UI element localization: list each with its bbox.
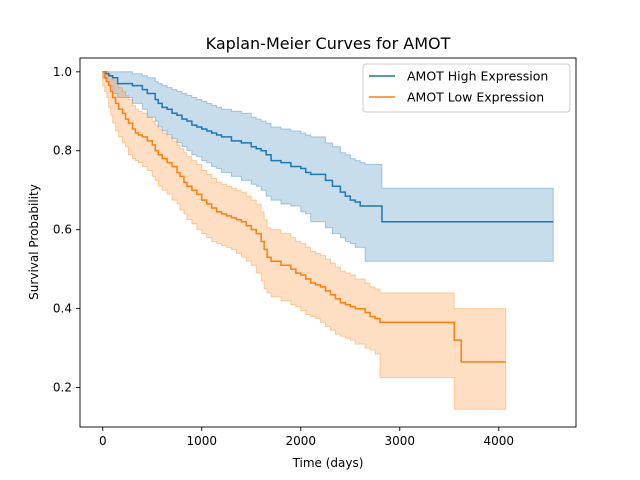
x-tick-label: 0 — [99, 434, 107, 448]
x-tick-label: 2000 — [286, 434, 317, 448]
axes-frame — [79, 57, 577, 428]
y-tick-label: 1.0 — [53, 65, 72, 79]
x-tick-label: 4000 — [484, 434, 515, 448]
y-axis-label: Survival Probability — [27, 184, 41, 300]
x-tick-label: 1000 — [186, 434, 217, 448]
survival-curve-1 — [102, 71, 506, 363]
x-tick-label: 3000 — [385, 434, 416, 448]
confidence-band-0 — [102, 71, 554, 262]
y-tick-label: 0.2 — [53, 381, 72, 395]
confidence-band-1 — [102, 71, 507, 410]
legend-label-1: AMOT Low Expression — [407, 90, 544, 105]
axes: 0 1000 2000 3000 4000 0.2 0.4 0.6 0.8 1.0 — [53, 57, 577, 448]
y-tick-label: 0.8 — [53, 144, 72, 158]
legend: AMOT High Expression AMOT Low Expression — [362, 63, 571, 113]
survival-curve-0 — [102, 71, 554, 223]
y-tick-label: 0.6 — [53, 223, 72, 237]
legend-label-0: AMOT High Expression — [407, 69, 548, 84]
x-axis-label: Time (days) — [292, 456, 364, 470]
plot-area — [102, 71, 554, 410]
y-tick-label: 0.4 — [53, 302, 72, 316]
chart-title: Kaplan-Meier Curves for AMOT — [206, 34, 451, 53]
legend-box — [362, 63, 571, 113]
